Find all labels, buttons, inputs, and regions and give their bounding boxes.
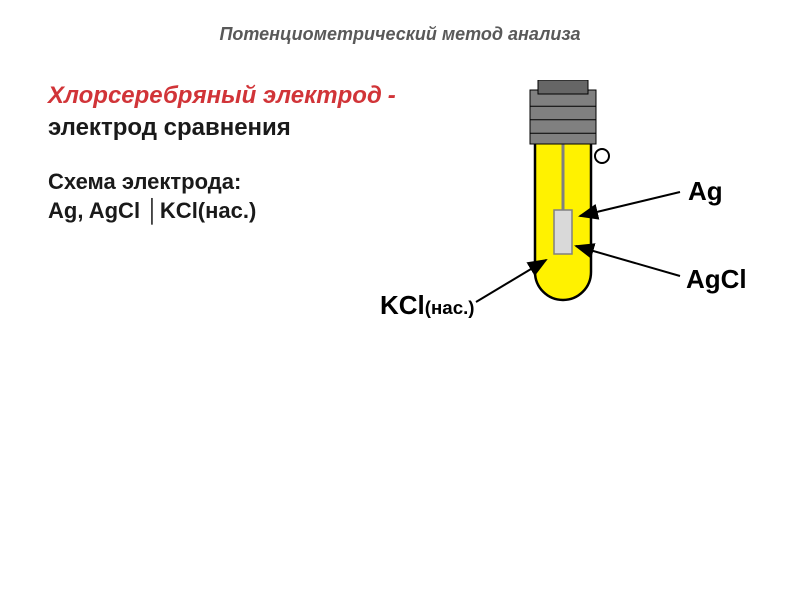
ag-plate (554, 210, 572, 254)
electrode-svg (380, 80, 780, 400)
heading-red: Хлорсеребряный электрод (48, 82, 382, 109)
label-kcl-sub: (нас.) (425, 297, 475, 318)
label-ag: Ag (688, 176, 723, 207)
electrode-diagram: Ag AgCl KCl(нас.) (380, 80, 780, 400)
arrow-ag (580, 192, 680, 216)
slide: Потенциометрический метод анализа Хлорсе… (0, 0, 800, 600)
slide-title: Потенциометрический метод анализа (0, 24, 800, 45)
label-kcl: KCl(нас.) (380, 290, 475, 321)
cap (530, 80, 596, 144)
label-kcl-main: KCl (380, 290, 425, 320)
label-agcl: AgCl (686, 264, 747, 295)
side-port (595, 149, 609, 163)
